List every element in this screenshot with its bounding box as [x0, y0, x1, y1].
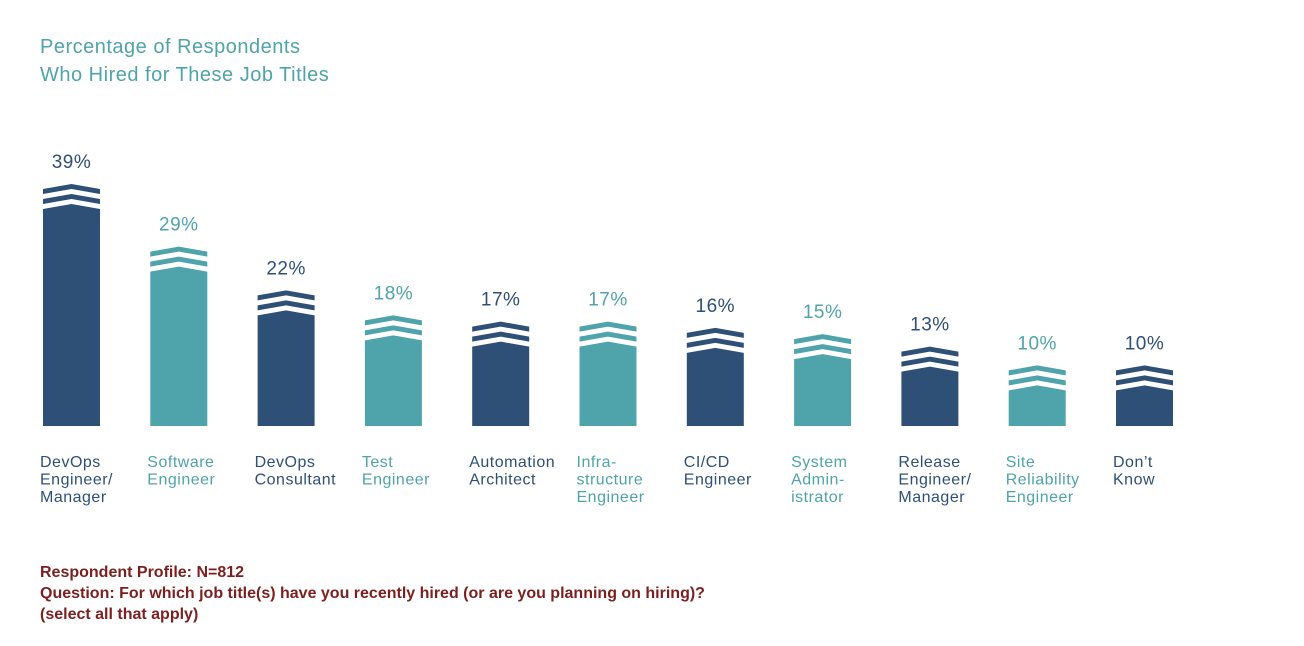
bar-group: 10% Site Reliability Engineer — [1006, 333, 1080, 506]
bar — [901, 366, 959, 426]
bar-chevron-stripe — [257, 300, 315, 311]
bar-group: 10% Don’t Know — [1113, 333, 1173, 489]
bar-chevron-stripe — [43, 194, 100, 204]
bar — [364, 335, 422, 426]
category-label: Software Engineer — [147, 454, 215, 489]
respondent-info: Respondent Profile: N=812 Question: For … — [40, 562, 705, 625]
bar-group: 29% Software Engineer — [147, 215, 215, 489]
bar-chevron-stripe — [1116, 365, 1173, 376]
value-label: 17% — [588, 290, 628, 311]
chart-title-line-2: Who Hired for These Job Titles — [40, 64, 330, 86]
bar-chevron-stripe — [472, 321, 530, 332]
bar — [794, 354, 852, 426]
value-label: 39% — [52, 152, 92, 173]
bar-group: 22% DevOps Consultant — [255, 258, 337, 489]
value-label: 22% — [266, 258, 306, 279]
value-label: 13% — [910, 315, 950, 336]
bar-chevron-stripe — [579, 321, 637, 332]
value-label: 16% — [696, 296, 736, 317]
respondent-profile: Respondent Profile: N=812 — [40, 564, 245, 581]
category-label: Test Engineer — [362, 454, 430, 489]
bar-group: 39% DevOps Engineer/Manager — [40, 152, 113, 506]
bar-chevron-stripe — [364, 315, 422, 326]
bar-chevron-stripe — [364, 325, 422, 336]
category-label: CI/CD Engineer — [684, 454, 752, 489]
category-label: Infra-structure Engineer — [577, 454, 645, 506]
bar-chevron-stripe — [794, 334, 852, 345]
value-label: 10% — [1125, 333, 1165, 354]
category-label: Automation Architect — [469, 454, 555, 489]
bar-chevron-stripe — [579, 331, 637, 342]
bar-group: 18% Test Engineer — [362, 283, 430, 488]
category-label: DevOps Engineer/Manager — [40, 454, 113, 506]
bar-group: 17% Infra-structure Engineer — [577, 290, 645, 506]
category-label: DevOps Consultant — [255, 454, 337, 489]
bar — [686, 347, 744, 426]
bar-chevron-stripe — [257, 290, 315, 301]
value-label: 10% — [1017, 333, 1057, 354]
bar-chevron-stripe — [794, 344, 852, 355]
bar-chevron-stripe — [1008, 365, 1066, 376]
select-note: (select all that apply) — [40, 606, 199, 623]
bar — [1008, 385, 1066, 426]
bar-chevron-stripe — [150, 246, 208, 257]
bar-chevron-stripe — [1116, 375, 1173, 386]
bar — [257, 310, 315, 426]
bar-chevron-stripe — [686, 327, 744, 338]
bar — [150, 266, 208, 426]
bar-group: 15% System Admin-istrator — [791, 302, 852, 506]
bar-group: 17% Automation Architect — [469, 290, 555, 489]
bar-group: 16% CI/CD Engineer — [684, 296, 752, 489]
category-label: Release Engineer/Manager — [898, 454, 971, 506]
bar-chevron-stripe — [150, 256, 208, 267]
bar-chevron-stripe — [901, 346, 959, 357]
bar-chevron-stripe — [43, 184, 100, 194]
category-label: Don’t Know — [1113, 454, 1155, 489]
bar-chevron-stripe — [472, 331, 530, 342]
chart-title-line-1: Percentage of Respondents — [40, 36, 301, 58]
bar-chevron-stripe — [901, 356, 959, 367]
bar-group: 13% Release Engineer/Manager — [898, 315, 971, 506]
bar-chevron-stripe — [1008, 375, 1066, 386]
value-label: 29% — [159, 215, 199, 236]
chart-title: Percentage of Respondents Who Hired for … — [40, 33, 329, 89]
bar — [472, 341, 530, 426]
bar — [579, 341, 637, 426]
value-label: 15% — [803, 302, 843, 323]
category-label: Site Reliability Engineer — [1006, 454, 1080, 506]
value-label: 17% — [481, 290, 521, 311]
value-label: 18% — [374, 283, 414, 304]
bar — [43, 204, 100, 426]
bar — [1116, 385, 1173, 426]
category-label: System Admin-istrator — [791, 454, 847, 506]
survey-question: Question: For which job title(s) have yo… — [40, 585, 705, 602]
bar-chevron-stripe — [686, 337, 744, 348]
